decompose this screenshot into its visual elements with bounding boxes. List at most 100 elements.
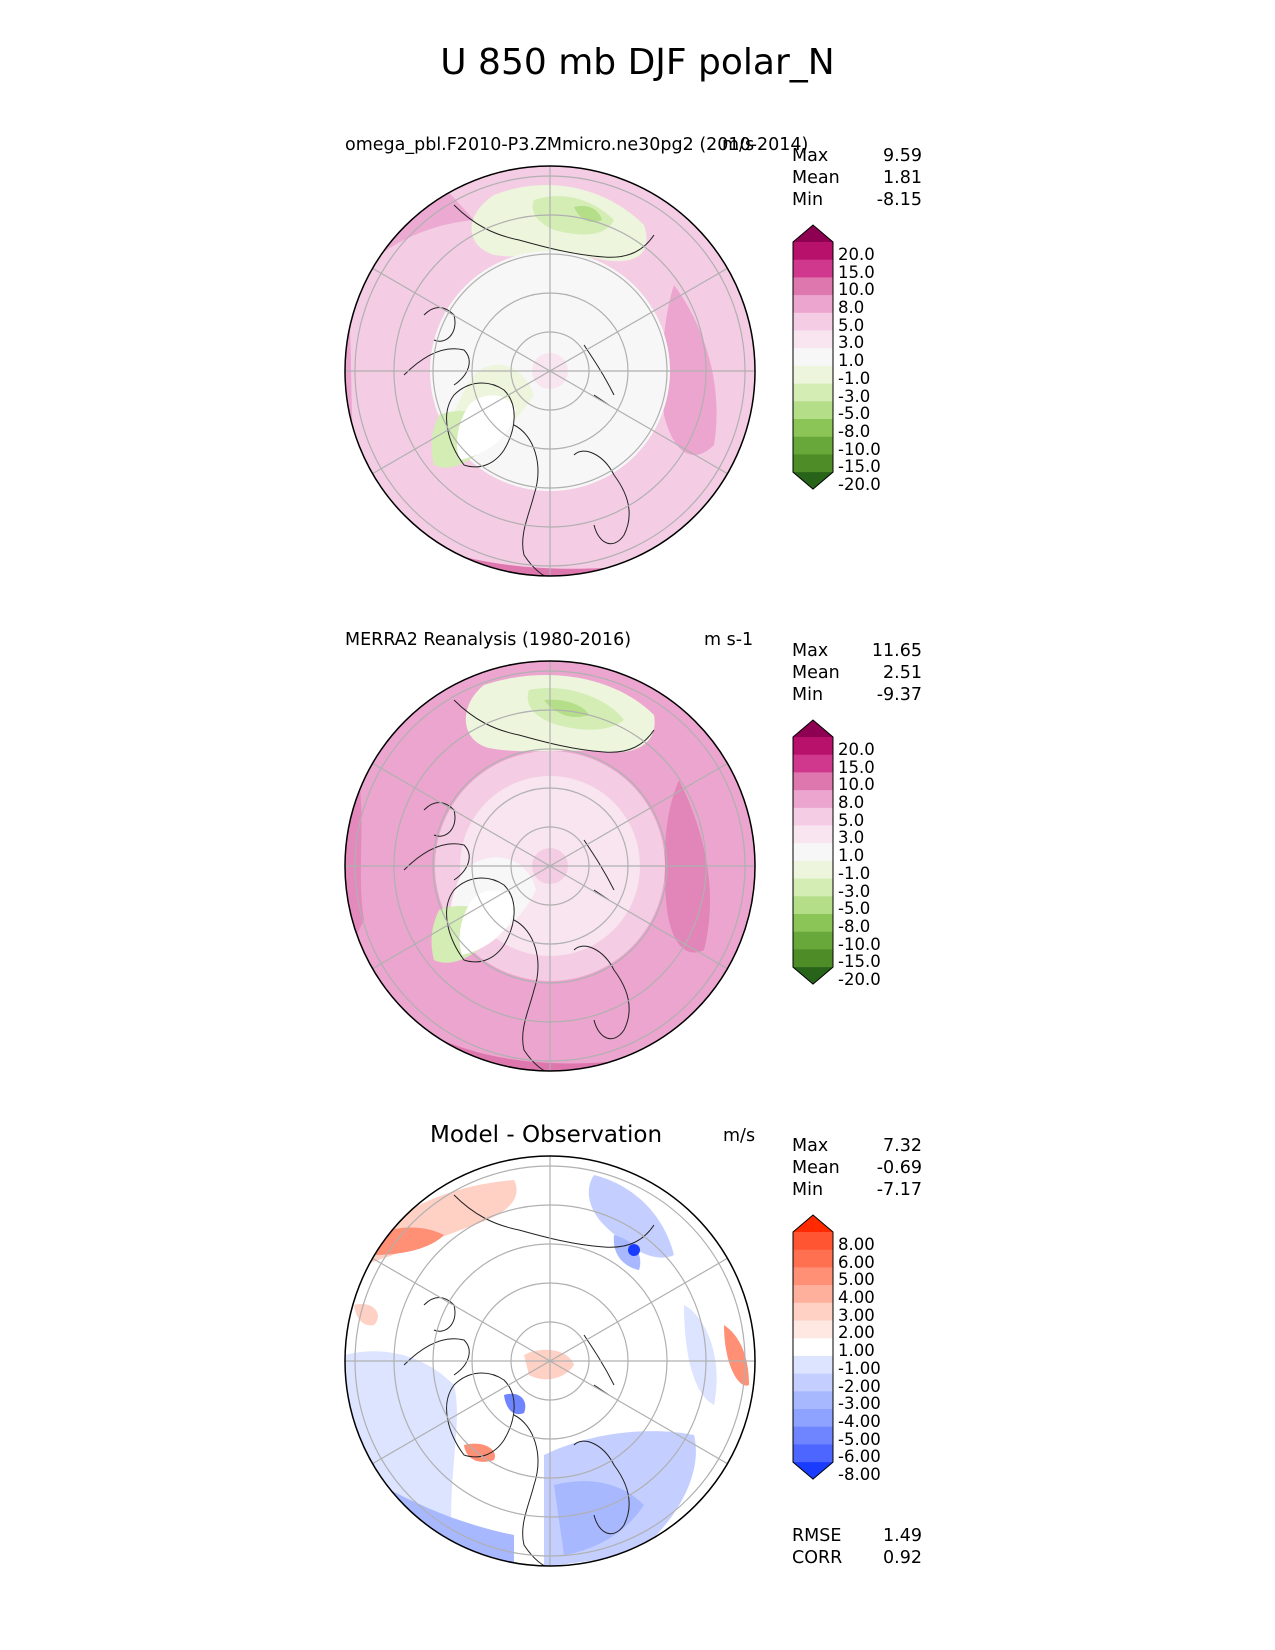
colorbar-band bbox=[793, 242, 833, 261]
colorbar-outline bbox=[792, 1214, 834, 1480]
colorbar-tick-label: -15.0 bbox=[838, 952, 881, 972]
colorbar-band bbox=[793, 1302, 833, 1321]
colorbar-band bbox=[793, 878, 833, 897]
colorbar-outline bbox=[792, 719, 834, 985]
panel2-stats: Max 11.65 Mean 2.51 Min -9.37 bbox=[792, 640, 922, 706]
stat-value: 1.49 bbox=[883, 1526, 922, 1546]
panel3-polar-map bbox=[344, 1155, 756, 1567]
colorbar-extend-top bbox=[793, 720, 833, 737]
colorbar-tick-label: 10.0 bbox=[838, 280, 875, 300]
colorbar-tick-label: 3.00 bbox=[838, 1305, 875, 1325]
colorbar-extend-bottom bbox=[793, 1462, 833, 1480]
panel3-colorbar bbox=[792, 1214, 834, 1480]
colorbar-tick-label: -5.00 bbox=[838, 1429, 881, 1449]
colorbar-tick-label: -10.0 bbox=[838, 439, 881, 459]
colorbar-band bbox=[793, 1320, 833, 1339]
colorbar-band bbox=[793, 1285, 833, 1304]
colorbar-tick-label: 1.00 bbox=[838, 1341, 875, 1361]
stat-value: 9.59 bbox=[883, 146, 922, 166]
colorbar-tick-label: 5.0 bbox=[838, 315, 865, 335]
panel1-stats: Max 9.59 Mean 1.81 Min -8.15 bbox=[792, 145, 922, 211]
panel2-colorbar-labels: 20.0 15.0 10.0 8.0 5.0 3.0 1.0 -1.0 -3.0… bbox=[838, 741, 881, 989]
colorbar-band bbox=[793, 949, 833, 968]
stat-label: Mean bbox=[792, 168, 840, 188]
panel1-graticule bbox=[345, 166, 755, 576]
stat-value: 0.92 bbox=[883, 1548, 922, 1568]
stat-value: -0.69 bbox=[876, 1158, 922, 1178]
stat-label: Mean bbox=[792, 1158, 840, 1178]
colorbar-tick-label: 15.0 bbox=[838, 757, 875, 777]
stat-label: RMSE bbox=[792, 1526, 842, 1546]
panel3-map-boundary bbox=[344, 1155, 756, 1567]
colorbar-band bbox=[793, 772, 833, 791]
colorbar-tick-label: -6.00 bbox=[838, 1447, 881, 1467]
stat-value: -7.17 bbox=[876, 1180, 922, 1200]
colorbar-band bbox=[793, 259, 833, 278]
panel2-colorbar bbox=[792, 719, 834, 985]
colorbar-band bbox=[793, 277, 833, 296]
stat-value: 1.81 bbox=[883, 168, 922, 188]
colorbar-band bbox=[793, 1338, 833, 1357]
stat-label: Min bbox=[792, 190, 824, 210]
panel1-polar-map bbox=[344, 165, 756, 577]
colorbar-band bbox=[793, 807, 833, 826]
panel1-coastlines bbox=[403, 204, 655, 576]
colorbar-band bbox=[793, 1444, 833, 1463]
stat-label: Mean bbox=[792, 663, 840, 683]
stat-label: Min bbox=[792, 1180, 824, 1200]
colorbar-band bbox=[793, 825, 833, 844]
panel3-stats: Max 7.32 Mean -0.69 Min -7.17 bbox=[792, 1135, 922, 1201]
panel1-map-boundary bbox=[344, 165, 756, 577]
panel3-units: m/s bbox=[723, 1126, 756, 1146]
panel2-map-boundary bbox=[344, 660, 756, 1072]
colorbar-band bbox=[793, 436, 833, 455]
panel1-colorbar bbox=[792, 224, 834, 490]
colorbar-band bbox=[793, 401, 833, 420]
colorbar-band bbox=[793, 295, 833, 314]
colorbar-tick-label: -8.0 bbox=[838, 916, 871, 936]
colorbar-extend-bottom bbox=[793, 472, 833, 490]
colorbar-band bbox=[793, 419, 833, 438]
panel3-graticule bbox=[345, 1156, 755, 1566]
colorbar-tick-label: -20.0 bbox=[838, 474, 881, 494]
stat-value: 7.32 bbox=[883, 1136, 922, 1156]
colorbar-tick-label: 8.0 bbox=[838, 298, 865, 318]
panel2-left-title: MERRA2 Reanalysis (1980-2016) bbox=[345, 630, 632, 650]
colorbar-band bbox=[793, 754, 833, 773]
colorbar-tick-label: -3.0 bbox=[838, 881, 871, 901]
stat-label: Max bbox=[792, 146, 829, 166]
stat-label: CORR bbox=[792, 1548, 843, 1568]
colorbar-tick-label: 2.00 bbox=[838, 1323, 875, 1343]
colorbar-band bbox=[793, 330, 833, 349]
colorbar-band bbox=[793, 383, 833, 402]
colorbar-tick-label: -1.00 bbox=[838, 1358, 881, 1378]
colorbar-tick-label: 8.00 bbox=[838, 1235, 875, 1254]
stat-label: Min bbox=[792, 685, 824, 705]
colorbar-band bbox=[793, 1267, 833, 1286]
colorbar-band bbox=[793, 737, 833, 756]
figure-title: U 850 mb DJF polar_N bbox=[440, 42, 835, 83]
colorbar-band bbox=[793, 1409, 833, 1428]
colorbar-tick-label: -20.0 bbox=[838, 969, 881, 989]
panel2-units: m s-1 bbox=[704, 630, 754, 650]
colorbar-band bbox=[793, 1426, 833, 1445]
colorbar-tick-label: 10.0 bbox=[838, 775, 875, 795]
colorbar-tick-label: -4.00 bbox=[838, 1411, 881, 1431]
colorbar-band bbox=[793, 1232, 833, 1251]
colorbar-tick-label: 15.0 bbox=[838, 262, 875, 282]
colorbar-tick-label: -15.0 bbox=[838, 457, 881, 477]
stat-label: Max bbox=[792, 641, 829, 661]
panel3-colorbar-labels: 8.00 6.00 5.00 4.00 3.00 2.00 1.00 -1.00… bbox=[838, 1236, 881, 1484]
colorbar-tick-label: -3.0 bbox=[838, 386, 871, 406]
colorbar-band bbox=[793, 896, 833, 915]
colorbar-tick-label: 6.00 bbox=[838, 1252, 875, 1272]
stat-label: Max bbox=[792, 1136, 829, 1156]
colorbar-band bbox=[793, 312, 833, 331]
colorbar-band bbox=[793, 365, 833, 385]
colorbar-band bbox=[793, 1249, 833, 1268]
colorbar-outline bbox=[792, 224, 834, 490]
panel3-center-title: Model - Observation bbox=[430, 1122, 663, 1148]
colorbar-tick-label: 1.0 bbox=[838, 846, 865, 866]
panel2-polar-map bbox=[344, 660, 756, 1072]
colorbar-tick-label: 4.00 bbox=[838, 1288, 875, 1308]
